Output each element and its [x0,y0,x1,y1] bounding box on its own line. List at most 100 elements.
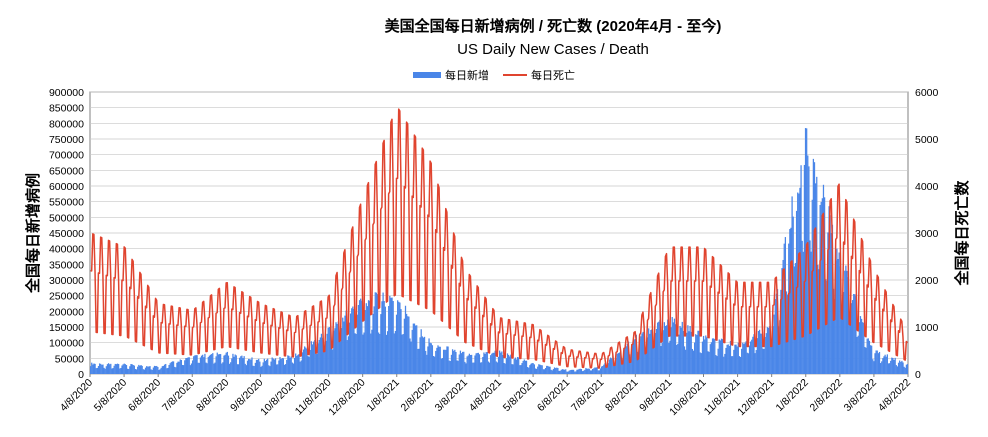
cases-bar [114,363,116,374]
cases-bar [862,322,864,374]
cases-bar [738,356,741,374]
cases-bar [96,367,98,374]
cases-bar [195,355,197,374]
cases-bar [838,252,840,374]
cases-bar [644,350,646,374]
cases-bar [507,354,510,374]
cases-bar [400,309,402,374]
cases-bar [198,362,200,374]
cases-bar [382,292,384,374]
cases-bar [162,365,165,374]
cases-bar [102,364,104,374]
cases-bar [205,362,207,374]
cases-bar [555,368,557,374]
right-axis-ticks: 0 1000 2000 3000 4000 5000 6000 [915,87,939,381]
cases-bar [304,346,306,374]
legend-swatch-cases [413,72,441,78]
cases-bar [341,328,343,374]
cases-bar [769,326,771,374]
cases-bar [631,345,633,374]
cases-bar [835,260,837,374]
cases-bar [733,349,735,374]
cases-bar [611,358,613,374]
cases-bar [745,341,747,374]
cases-bar [628,354,631,374]
cases-bar [366,306,369,374]
cases-bar [863,322,865,374]
cases-bar [234,354,236,374]
cases-bar [637,353,640,374]
cases-bar [157,367,159,374]
cases-bar [365,303,367,374]
cases-bar [565,369,567,374]
cases-bar [312,341,315,374]
cases-bar [323,348,325,374]
cases-bar [493,352,495,374]
cases-bar [430,343,432,374]
cases-bar [335,322,337,374]
cases-bar [401,334,403,374]
cases-bar [603,364,605,374]
cases-bar [295,353,297,374]
cases-bar [575,371,577,374]
left-tick-label: 0 [78,369,84,381]
deaths-line [90,108,909,369]
cases-bar [836,248,838,374]
cases-bar [393,333,395,374]
cases-bar [120,367,122,374]
cases-bar [159,369,161,374]
cases-bar [394,330,397,374]
cases-bar [343,321,345,374]
cases-bar [388,305,390,374]
cases-bar [241,355,243,374]
cases-bar [636,351,639,374]
cases-bar [449,361,451,374]
cases-bar [771,345,773,374]
left-tick-label: 350000 [49,259,84,271]
cases-bar [667,319,669,374]
cases-bar [705,335,707,374]
cases-bar [132,364,134,374]
cases-bar [766,327,769,374]
cases-bar [706,337,708,374]
cases-bar [692,350,695,374]
cases-bar [353,308,355,374]
cases-bar [425,350,427,374]
cases-bar [337,321,339,374]
cases-bar [450,354,453,374]
cases-bar [218,354,221,374]
cases-bar [316,353,318,374]
cases-bar [858,322,860,374]
cases-bar [478,354,481,374]
right-axis-title: 全国每日死亡数 [953,180,971,287]
cases-bar [843,291,845,374]
cases-bar [473,362,475,374]
cases-bar [737,342,739,374]
cases-bar [423,336,426,374]
cases-bar [577,369,579,374]
cases-bar [454,349,456,374]
cases-bar [651,329,653,374]
cases-bar [231,358,233,374]
cases-bar [283,364,286,374]
cases-bar [166,368,168,374]
cases-bar [803,164,806,374]
cases-bar [633,339,635,374]
cases-bar [362,334,364,374]
cases-bar [223,355,225,374]
cases-bar [395,314,398,374]
cases-bar [468,353,471,374]
cases-bar [670,327,672,374]
cases-bar [888,363,891,374]
right-tick-label: 6000 [915,87,939,99]
x-tick-label: 7/8/2020 [160,377,197,414]
cases-bar [199,357,202,374]
cases-bar [882,358,884,374]
cases-bar [269,366,271,374]
cases-bar [380,314,382,374]
cases-bar [110,363,112,374]
cases-bar [620,351,622,374]
cases-bar [615,357,617,374]
x-tick-label: 5/8/2020 [92,377,129,414]
cases-bar [535,368,538,374]
